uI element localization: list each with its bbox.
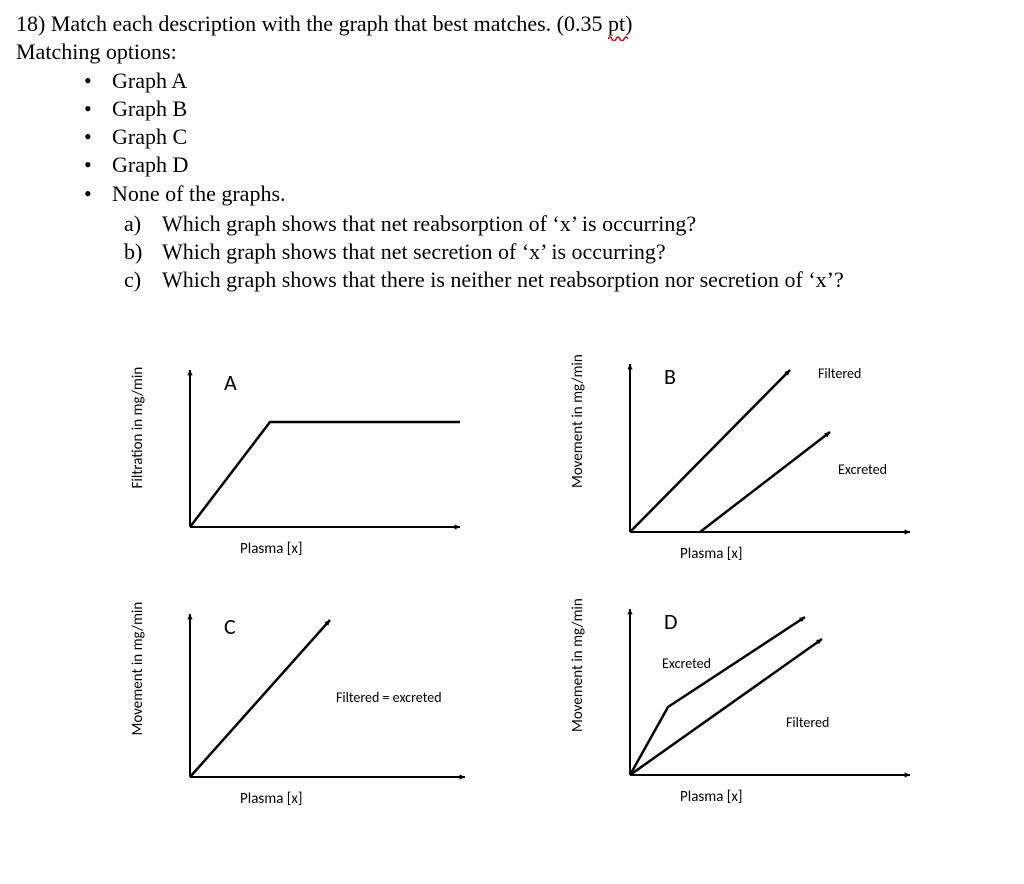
subq-b-text: Which graph shows that net secretion of … bbox=[162, 239, 666, 264]
svg-text:B: B bbox=[664, 363, 676, 390]
svg-text:Movement in mg/min: Movement in mg/min bbox=[569, 354, 587, 488]
svg-text:Plasma [x]: Plasma [x] bbox=[240, 790, 303, 808]
chart-a: A Plasma [x] Filtration in mg/min bbox=[120, 352, 480, 582]
svg-text:C: C bbox=[224, 613, 236, 640]
subq-c-label: c) bbox=[124, 266, 141, 294]
sub-questions: a) Which graph shows that net reabsorptio… bbox=[16, 210, 1008, 294]
svg-text:Excreted: Excreted bbox=[662, 655, 711, 672]
question-number: 18) bbox=[16, 11, 45, 36]
svg-text:Filtered: Filtered bbox=[818, 365, 861, 382]
option-graph-b: Graph B bbox=[112, 95, 1008, 123]
svg-text:A: A bbox=[224, 369, 237, 396]
svg-text:D: D bbox=[664, 608, 678, 635]
svg-text:Filtered: Filtered bbox=[786, 714, 829, 731]
subq-c: c)Which graph shows that there is neithe… bbox=[162, 266, 1008, 294]
svg-text:Plasma [x]: Plasma [x] bbox=[680, 545, 743, 563]
svg-text:Filtered = excreted: Filtered = excreted bbox=[336, 689, 442, 706]
subq-a: a)Which graph shows that net reabsorptio… bbox=[162, 210, 1008, 238]
option-graph-a: Graph A bbox=[112, 67, 1008, 95]
svg-text:Movement in mg/min: Movement in mg/min bbox=[569, 598, 587, 732]
pt-token: pt bbox=[608, 10, 625, 38]
svg-text:Excreted: Excreted bbox=[838, 461, 887, 478]
option-graph-d: Graph D bbox=[112, 151, 1008, 179]
subq-c-text: Which graph shows that there is neither … bbox=[162, 267, 844, 292]
svg-text:Plasma [x]: Plasma [x] bbox=[240, 540, 303, 558]
subq-a-text: Which graph shows that net reabsorption … bbox=[162, 211, 696, 236]
svg-text:Filtration in mg/min: Filtration in mg/min bbox=[129, 367, 147, 489]
subq-b: b)Which graph shows that net secretion o… bbox=[162, 238, 1008, 266]
question-line-2: Matching options: bbox=[16, 38, 1008, 66]
question-line-1: 18) Match each description with the grap… bbox=[16, 10, 1008, 38]
chart-c: Filtered = excreted C Plasma [x] Movement i… bbox=[120, 602, 500, 832]
subq-a-label: a) bbox=[124, 210, 141, 238]
matching-options-list: Graph A Graph B Graph C Graph D None of … bbox=[16, 67, 1008, 208]
question-text-3: ) bbox=[625, 11, 632, 36]
question-text-1: Match each description with the graph th… bbox=[51, 11, 608, 36]
svg-text:Plasma [x]: Plasma [x] bbox=[680, 788, 743, 806]
option-none: None of the graphs. bbox=[112, 180, 1008, 208]
page: 18) Match each description with the grap… bbox=[0, 0, 1024, 884]
chart-b: Filtered Excreted B Plasma [x] Movement in m… bbox=[560, 352, 940, 587]
subq-b-label: b) bbox=[124, 238, 142, 266]
svg-text:Movement in mg/min: Movement in mg/min bbox=[129, 602, 147, 736]
option-graph-c: Graph C bbox=[112, 123, 1008, 151]
chart-d: Excreted Filtered D Plasma [x] Movement in m… bbox=[560, 597, 940, 832]
